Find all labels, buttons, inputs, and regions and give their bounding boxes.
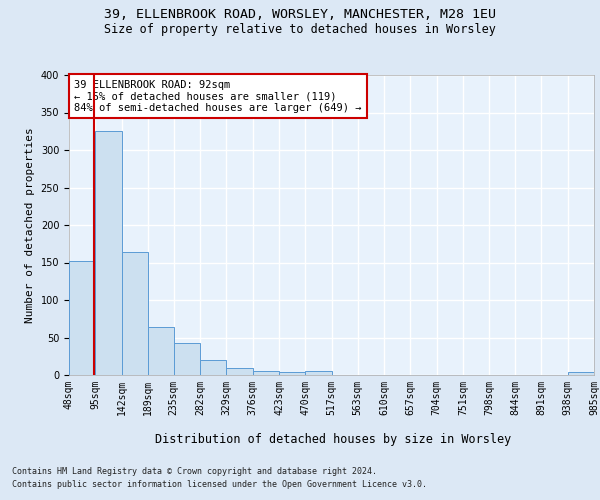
- Bar: [148, 327, 175, 375]
- Text: 39, ELLENBROOK ROAD, WORSLEY, MANCHESTER, M28 1EU: 39, ELLENBROOK ROAD, WORSLEY, MANCHESTER…: [104, 8, 496, 20]
- Bar: [69, 261, 95, 375]
- Text: Contains public sector information licensed under the Open Government Licence v3: Contains public sector information licen…: [12, 480, 427, 489]
- Text: Contains HM Land Registry data © Crown copyright and database right 2024.: Contains HM Land Registry data © Crown c…: [12, 468, 377, 476]
- Text: Distribution of detached houses by size in Worsley: Distribution of detached houses by size …: [155, 432, 511, 446]
- Bar: [568, 372, 594, 375]
- Text: 39 ELLENBROOK ROAD: 92sqm
← 15% of detached houses are smaller (119)
84% of semi: 39 ELLENBROOK ROAD: 92sqm ← 15% of detac…: [74, 80, 362, 112]
- Text: Size of property relative to detached houses in Worsley: Size of property relative to detached ho…: [104, 22, 496, 36]
- Bar: [305, 371, 332, 375]
- Bar: [122, 252, 148, 375]
- Y-axis label: Number of detached properties: Number of detached properties: [25, 127, 35, 323]
- Bar: [200, 360, 226, 375]
- Bar: [95, 131, 122, 375]
- Bar: [226, 368, 253, 375]
- Bar: [174, 343, 200, 375]
- Bar: [279, 372, 305, 375]
- Bar: [253, 371, 279, 375]
